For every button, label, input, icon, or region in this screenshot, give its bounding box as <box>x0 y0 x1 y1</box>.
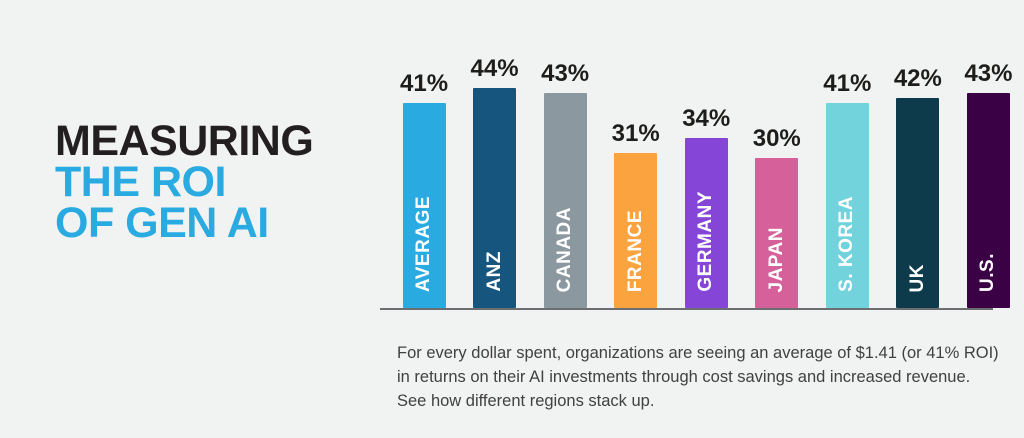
bar-group-france: 31% FRANCE <box>612 120 660 308</box>
bar-group-s-korea: 41% S. KOREA <box>823 70 871 308</box>
bar-group-canada: 43% CANADA <box>541 60 589 308</box>
bars-container: 41% AVERAGE 44% ANZ 43% CANADA 31% FRANCE 34% GER… <box>380 2 1012 308</box>
bar-value-label-germany: 34% <box>682 105 731 132</box>
caption-line-3: See how different regions stack up. <box>397 392 655 410</box>
caption-line-1: For every dollar spent, organizations ar… <box>397 344 999 362</box>
bar-group-japan: 30% JAPAN <box>753 125 801 308</box>
caption-line-2: in returns on their AI investments throu… <box>397 368 971 386</box>
bar-chart: 41% AVERAGE 44% ANZ 43% CANADA 31% FRANCE 34% GER… <box>380 0 1012 310</box>
bar-japan: JAPAN <box>755 158 799 308</box>
bar-category-label-france: FRANCE <box>624 209 646 292</box>
title-line-the-roi: THE ROI <box>55 158 226 206</box>
caption: For every dollar spent, organizations ar… <box>397 341 999 413</box>
title-line-of-gen-ai: OF GEN AI <box>55 199 269 247</box>
bar-group-average: 41% AVERAGE <box>400 70 448 308</box>
bar-value-label-france: 31% <box>611 120 660 147</box>
bar-value-label-u-s: 43% <box>964 60 1013 87</box>
bar-group-u-s: 43% U.S. <box>964 60 1012 308</box>
bar-category-label-anz: ANZ <box>483 251 505 292</box>
bar-value-label-canada: 43% <box>541 60 590 87</box>
bar-category-label-average: AVERAGE <box>413 195 435 292</box>
bar-category-label-uk: UK <box>906 263 928 292</box>
bar-anz: ANZ <box>473 88 517 308</box>
bar-s-korea: S. KOREA <box>825 103 869 308</box>
bar-category-label-canada: CANADA <box>554 206 576 292</box>
bar-category-label-japan: JAPAN <box>765 226 787 293</box>
x-axis-line <box>380 308 993 310</box>
bar-value-label-anz: 44% <box>470 55 519 82</box>
bar-u-s: U.S. <box>966 93 1010 308</box>
bar-group-anz: 44% ANZ <box>471 55 519 308</box>
bar-average: AVERAGE <box>402 103 446 308</box>
bar-category-label-s-korea: S. KOREA <box>836 196 858 292</box>
page-title: MEASURING THE ROI OF GEN AI <box>55 117 314 247</box>
bar-value-label-uk: 42% <box>893 65 942 92</box>
bar-value-label-s-korea: 41% <box>823 70 872 97</box>
bar-uk: UK <box>896 98 940 308</box>
bar-value-label-average: 41% <box>400 70 449 97</box>
bar-germany: GERMANY <box>684 138 728 308</box>
bar-category-label-u-s: U.S. <box>977 253 999 292</box>
bar-category-label-germany: GERMANY <box>695 191 717 292</box>
bar-canada: CANADA <box>543 93 587 308</box>
bar-group-uk: 42% UK <box>894 65 942 308</box>
title-line-measuring: MEASURING <box>55 117 314 165</box>
bar-value-label-japan: 30% <box>752 125 801 152</box>
bar-france: FRANCE <box>614 153 658 308</box>
bar-group-germany: 34% GERMANY <box>682 105 730 308</box>
